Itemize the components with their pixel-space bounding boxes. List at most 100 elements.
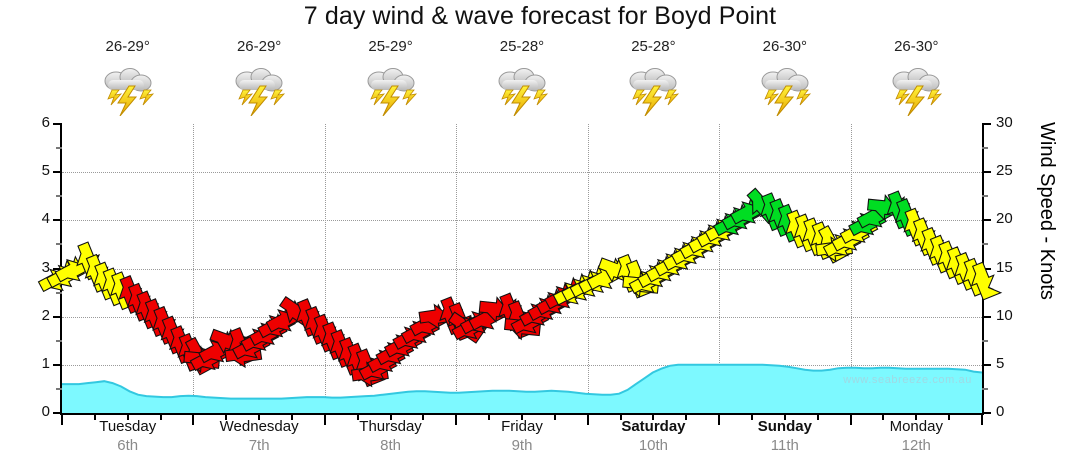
x-label-wednesday: Wednesday 7th — [193, 418, 324, 454]
y-tick-right — [982, 147, 988, 150]
gridline-v — [719, 124, 721, 413]
thunderstorm-icon — [757, 64, 813, 117]
x-tick — [751, 413, 753, 420]
x-tick — [455, 413, 458, 425]
day-date: 12th — [901, 437, 931, 454]
y-label-left: 2 — [41, 306, 50, 324]
thunderstorm-icon — [100, 64, 156, 117]
x-tick — [389, 413, 392, 420]
gridline-v — [850, 124, 852, 413]
gridline-v — [587, 124, 589, 413]
gridline-h — [62, 220, 982, 222]
thunderstorm-icon — [625, 64, 681, 117]
y-tick-left — [56, 195, 62, 198]
wind-arrow-series — [37, 187, 1003, 388]
day-header-monday: 26-30° — [851, 38, 982, 118]
x-tick — [192, 413, 195, 425]
x-tick — [981, 413, 983, 425]
y-label-left: 1 — [41, 354, 50, 372]
day-name: Thursday — [359, 418, 422, 435]
x-tick — [422, 413, 425, 420]
y-tick-right — [982, 339, 988, 342]
gridline-v — [324, 124, 326, 413]
x-tick — [159, 413, 162, 420]
x-tick — [619, 413, 622, 420]
y-tick-right — [982, 243, 988, 246]
y-tick-left — [53, 315, 62, 318]
y-tick-left — [53, 412, 62, 414]
y-tick-right — [982, 387, 988, 390]
day-name: Wednesday — [219, 418, 299, 435]
day-name: Saturday — [621, 418, 686, 435]
x-tick — [521, 413, 523, 420]
x-tick — [323, 413, 326, 425]
temperature-range: 25-28° — [631, 38, 676, 55]
temperature-range: 26-30° — [894, 38, 939, 55]
y-tick-left — [53, 363, 62, 366]
y-label-right: 25 — [996, 162, 1013, 180]
y-label-left: 4 — [41, 210, 50, 228]
x-tick — [783, 413, 786, 420]
day-name: Monday — [889, 418, 943, 435]
y-tick-left — [56, 291, 62, 294]
temperature-range: 25-29° — [368, 38, 413, 55]
temperature-range: 25-28° — [499, 38, 545, 55]
temperature-range: 26-30° — [762, 38, 808, 55]
day-name: Friday — [501, 418, 543, 435]
y-tick-left — [56, 387, 62, 390]
y-label-right: 20 — [996, 210, 1013, 228]
day-date: 11th — [770, 437, 799, 454]
y-tick-right — [982, 412, 991, 414]
wave-height-area — [62, 363, 982, 413]
y-tick-right — [982, 123, 991, 125]
temperature-range: 26-29° — [105, 38, 150, 55]
x-tick — [291, 413, 293, 420]
day-header-wednesday: 26-29° — [193, 38, 324, 118]
y-tick-right — [982, 267, 991, 270]
x-tick — [816, 413, 819, 420]
x-tick — [685, 413, 688, 420]
y-tick-right — [982, 315, 991, 318]
day-header-sunday: 26-30° — [719, 38, 850, 118]
x-tick — [652, 413, 655, 420]
day-header-thursday: 25-29° — [325, 38, 456, 118]
chart-plot-area: www.seabreeze.com.au — [37, 123, 1003, 414]
x-tick — [849, 413, 852, 425]
x-label-tuesday: Tuesday 6th — [62, 418, 193, 454]
y-label-left: 6 — [41, 114, 50, 131]
gridline-v — [456, 124, 458, 413]
x-tick — [225, 413, 228, 420]
day-name: Sunday — [757, 418, 812, 435]
x-tick — [93, 413, 96, 420]
day-header-tuesday: 26-29° — [62, 38, 193, 118]
x-label-saturday: Saturday 10th — [588, 418, 719, 454]
day-date: 9th — [511, 437, 533, 454]
x-tick — [258, 413, 261, 420]
wave-area-fill — [62, 364, 982, 413]
thunderstorm-icon — [888, 64, 944, 117]
y-label-left: 5 — [41, 162, 50, 180]
y-label-right: 15 — [996, 258, 1013, 276]
y-label-right: 5 — [996, 354, 1005, 372]
x-tick — [488, 413, 491, 420]
y-tick-left — [53, 123, 62, 125]
wind-arrow — [970, 261, 1003, 301]
x-tick — [553, 413, 556, 420]
left-axis-title: Wave Height - Metres — [0, 75, 1, 268]
x-tick — [948, 413, 951, 420]
y-tick-left — [53, 219, 62, 222]
day-date: 8th — [380, 437, 401, 454]
x-tick — [126, 413, 129, 420]
y-tick-left — [56, 147, 62, 150]
y-label-left: 3 — [41, 258, 50, 276]
y-label-right: 10 — [996, 306, 1013, 324]
watermark: www.seabreeze.com.au — [843, 374, 972, 386]
y-label-right: 0 — [996, 403, 1005, 420]
y-tick-left — [53, 171, 62, 174]
x-label-monday: Monday 12th — [851, 418, 982, 454]
y-label-right: 30 — [996, 114, 1013, 131]
y-tick-right — [982, 171, 991, 174]
day-header-friday: 25-28° — [456, 38, 587, 118]
thunderstorm-icon — [231, 64, 287, 117]
day-date: 10th — [638, 437, 669, 454]
